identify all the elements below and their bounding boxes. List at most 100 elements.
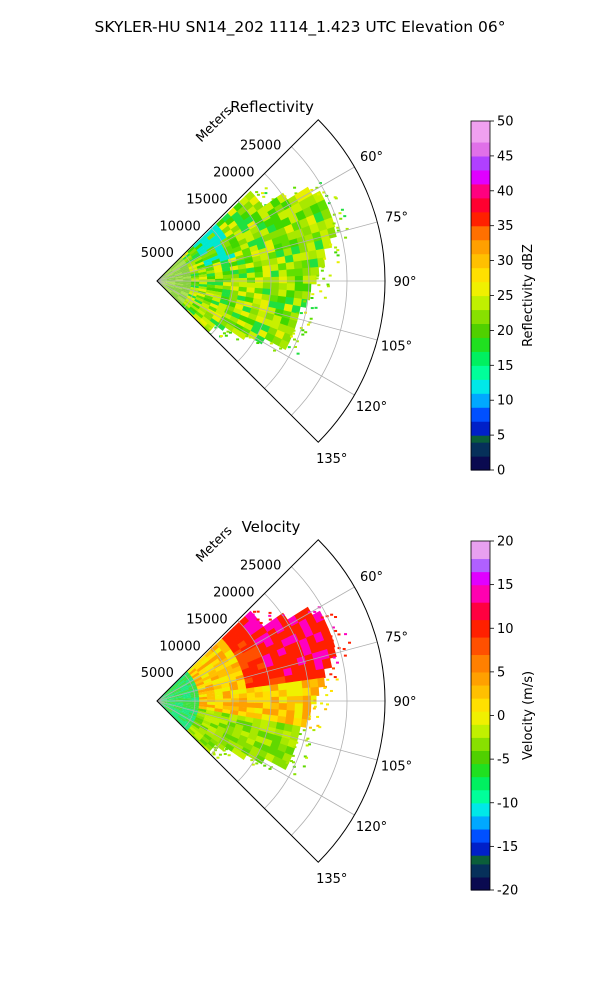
colorbar-tick-label: 15 [497,578,514,593]
echo-speckle [264,187,268,190]
echo-speckle [329,635,333,638]
colorbar-segment [471,684,490,699]
velocity-field [158,606,352,776]
echo-speckle [281,614,285,617]
echo-cell [246,272,256,279]
colorbar-tick-label: 40 [497,184,514,199]
echo-cell [198,726,208,734]
echo-cell [209,302,219,310]
echo-cell [175,282,184,285]
echo-cell [290,665,301,676]
echo-cell [283,303,294,313]
echo-cell [166,702,176,706]
echo-cell [224,728,234,737]
colorbar-segment [471,337,490,352]
echo-speckle [334,251,338,254]
echo-cell [190,724,199,732]
echo-speckle [342,647,346,650]
reflectivity-panel: Reflectivity 5000 10000 15000 20000 25000 60… [141,98,536,479]
velocity-colorbar-label: Velocity (m/s) [521,671,536,760]
echo-speckle [330,639,334,642]
echo-cell [222,702,232,707]
echo-cell [165,690,173,696]
echo-cell [312,190,325,204]
echo-cell [215,278,224,283]
echo-cell [198,667,207,675]
echo-speckle [287,346,291,349]
echo-cell [277,715,287,725]
echo-speckle [319,290,323,293]
echo-cell [306,661,317,673]
echo-cell [172,290,180,296]
echo-cell [199,738,209,747]
velocity-sector-frame [156,539,386,863]
azimuth-line [156,700,355,816]
echo-cell [236,739,247,748]
echo-cell [286,696,296,704]
echo-speckle [334,629,338,632]
colorbar-tick-label: -10 [497,796,518,811]
azimuth-tick-label: 90° [393,275,416,290]
echo-cell [314,239,325,251]
echo-cell [231,311,241,320]
echo-cell [215,230,225,239]
echo-cell [182,285,192,289]
echo-cell [223,664,234,673]
echo-cell [198,693,208,698]
echo-cell [227,627,238,637]
echo-cell [196,244,206,253]
echo-cell [181,689,191,694]
echo-speckle [306,737,310,740]
echo-cell [254,287,264,295]
echo-cell [202,660,212,668]
echo-cell [244,716,254,724]
echo-cell [286,688,296,697]
echo-cell [260,299,270,308]
echo-cell [164,707,172,714]
echo-speckle [224,748,228,751]
echo-speckle [322,191,326,194]
echo-cell [270,276,280,284]
echo-cell [262,702,272,710]
echo-speckle [251,613,255,616]
echo-cell [204,662,214,671]
echo-cell [269,294,279,303]
echo-speckle [262,195,266,198]
echo-cell [174,271,183,276]
echo-cell [243,322,254,332]
echo-cell [180,292,189,298]
echo-cell [242,229,253,239]
echo-cell [173,690,183,695]
colorbar-segment [471,842,490,856]
echo-cell [221,682,231,689]
echo-speckle [208,327,212,330]
echo-speckle [327,202,331,205]
echo-cell [190,669,199,677]
echo-speckle [250,759,254,762]
echo-cell [208,725,218,733]
echo-speckle [344,633,348,636]
echo-speckle [279,347,283,350]
echo-cell [321,237,333,250]
echo-cell [216,742,226,751]
echo-cell [244,190,256,202]
echo-cell [235,653,246,662]
echo-cell [183,721,192,729]
echo-cell [317,257,326,268]
echo-speckle [348,641,352,644]
echo-cell [159,279,168,281]
echo-cell [217,671,228,679]
echo-cell [275,669,286,679]
echo-speckle [343,654,347,657]
colorbar-tick-label: 45 [497,149,514,164]
echo-cell [289,312,300,322]
echo-speckle [323,686,327,689]
echo-cell [190,249,199,257]
echo-cell [205,743,213,751]
echo-cell [211,238,221,247]
echo-cell [273,242,284,252]
echo-cell [178,681,187,688]
echo-cell [173,708,182,714]
echo-speckle [308,715,312,718]
azimuth-tick-label: 120° [356,400,387,415]
